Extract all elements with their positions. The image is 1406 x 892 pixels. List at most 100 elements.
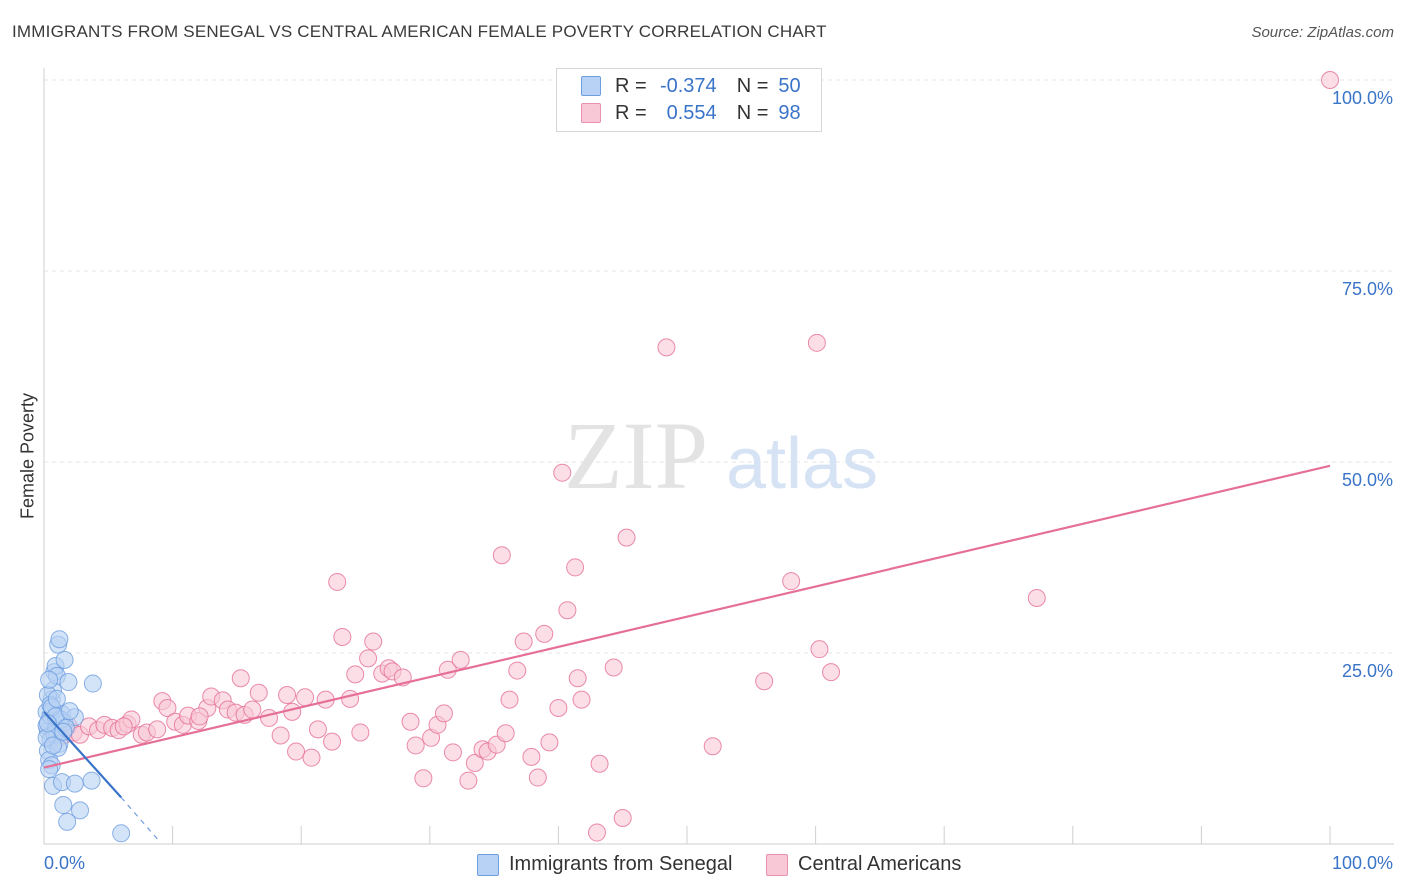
central-point-16	[148, 720, 167, 739]
central-point-63	[465, 754, 484, 773]
watermark: ZIP atlas	[564, 402, 878, 509]
y-tick-label-2: 75.0%	[1342, 279, 1393, 299]
senegal-point-46	[44, 736, 63, 755]
central-point-92	[807, 333, 826, 352]
central-point-37	[296, 688, 315, 707]
legend-n-label: N =	[736, 101, 769, 124]
central-point-96	[114, 717, 133, 736]
central-point-97	[190, 707, 209, 726]
senegal-point-31	[54, 796, 73, 815]
grid-lines	[44, 79, 1394, 654]
central-point-42	[328, 572, 347, 591]
legend-label-central: Central Americans	[798, 853, 962, 875]
central-point-73	[528, 768, 547, 787]
central-point-94	[1027, 588, 1046, 607]
central-point-44	[341, 689, 360, 708]
legend-item-senegal[interactable]: Immigrants from Senegal	[477, 853, 732, 876]
legend-r-value: 0.554	[666, 101, 717, 124]
central-point-48	[364, 632, 383, 651]
central-point-90	[782, 572, 801, 591]
central-point-93	[822, 663, 841, 682]
central-point-58	[434, 704, 453, 723]
central-point-79	[566, 558, 585, 577]
chart-title: IMMIGRANTS FROM SENEGAL VS CENTRAL AMERI…	[12, 22, 827, 41]
central-point-91	[810, 640, 829, 659]
legend-row-central: R = 0.554 N = 98	[581, 100, 816, 126]
senegal-point-10	[50, 630, 69, 649]
central-point-60	[443, 743, 462, 762]
central-point-77	[553, 463, 572, 482]
legend-n-value: 50	[778, 74, 801, 97]
central-point-68	[496, 724, 515, 743]
legend-n-value: 98	[778, 101, 801, 124]
legend-swatch-central	[581, 103, 601, 123]
y-tick-label-0: 25.0%	[1342, 661, 1393, 681]
central-point-85	[613, 809, 632, 828]
central-point-83	[590, 754, 609, 773]
central-point-74	[535, 624, 554, 643]
senegal-point-29	[82, 771, 101, 790]
central-point-72	[522, 747, 541, 766]
central-point-88	[703, 737, 722, 756]
legend-n-label: N =	[736, 74, 769, 97]
central-point-46	[351, 723, 370, 742]
source-label: Source: ZipAtlas.com	[1251, 24, 1394, 41]
central-point-78	[558, 601, 577, 620]
central-point-33	[271, 726, 290, 745]
central-point-32	[260, 708, 279, 727]
central-point-55	[414, 769, 433, 788]
senegal-point-11	[55, 650, 74, 669]
x-tick-label-0: 0.0%	[44, 853, 85, 873]
central-point-18	[158, 699, 177, 718]
central-point-89	[755, 672, 774, 691]
legend-r-label: R =	[615, 74, 647, 97]
central-point-53	[401, 712, 420, 731]
x-tick-label-1: 100.0%	[1332, 853, 1393, 873]
central-point-31	[249, 683, 268, 702]
y-tick-label-1: 50.0%	[1342, 470, 1393, 490]
series-legend: Immigrants from Senegal Central American…	[0, 850, 1406, 880]
axes	[43, 68, 1394, 845]
y-tick-label-3: 100.0%	[1332, 88, 1393, 108]
senegal-point-30	[83, 674, 102, 693]
legend-swatch-senegal	[477, 853, 499, 876]
central-point-36	[287, 742, 306, 761]
central-point-81	[572, 690, 591, 709]
senegal-point-28	[65, 774, 84, 793]
central-point-43	[333, 627, 352, 646]
central-point-95	[1321, 71, 1339, 89]
stats-legend: R = -0.374 N = 50 R = 0.554 N = 98	[556, 68, 822, 132]
senegal-point-33	[58, 812, 77, 831]
trend-lines	[43, 464, 1331, 843]
central-point-28	[231, 669, 250, 688]
central-point-70	[508, 661, 527, 680]
legend-r-value: -0.374	[659, 74, 717, 97]
central-point-38	[302, 748, 321, 767]
central-point-67	[492, 546, 511, 565]
central-point-62	[459, 771, 478, 790]
central-point-86	[617, 528, 636, 547]
legend-swatch-senegal	[581, 76, 601, 96]
central-point-69	[500, 690, 519, 709]
legend-label-senegal: Immigrants from Senegal	[509, 853, 733, 875]
senegal-point-32	[71, 801, 90, 820]
senegal-points	[37, 630, 131, 843]
central-point-39	[308, 720, 327, 739]
central-point-45	[346, 665, 365, 684]
central-point-75	[540, 733, 559, 752]
central-point-54	[406, 736, 425, 755]
watermark-atlas: atlas	[726, 424, 878, 504]
senegal-point-43	[47, 689, 66, 708]
central-point-84	[604, 658, 623, 677]
legend-swatch-central	[766, 853, 788, 876]
central-point-30	[243, 700, 262, 719]
central-point-82	[587, 823, 606, 842]
central-point-76	[549, 699, 568, 718]
central-point-71	[514, 632, 533, 651]
central-point-47	[359, 649, 378, 668]
central-point-34	[278, 686, 297, 705]
legend-item-central[interactable]: Central Americans	[766, 853, 961, 876]
central-point-41	[323, 732, 342, 751]
central-point-80	[568, 669, 587, 688]
